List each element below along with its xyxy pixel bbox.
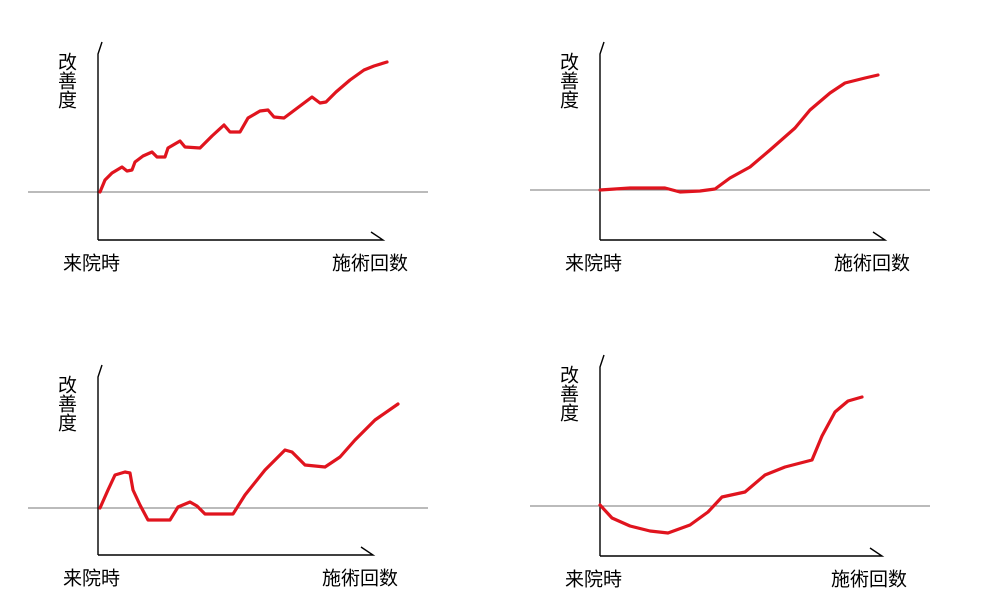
origin-label: 来院時 <box>565 253 622 275</box>
data-line <box>598 395 864 535</box>
x-axis <box>600 231 888 241</box>
origin-label: 来院時 <box>565 569 622 591</box>
data-line <box>598 73 880 194</box>
x-axis <box>98 546 376 556</box>
data-line <box>98 402 400 522</box>
x-axis-label: 施術回数 <box>834 253 910 275</box>
y-axis <box>97 41 103 240</box>
y-axis-label: 改善度 <box>55 52 77 109</box>
y-axis <box>599 41 605 240</box>
y-axis <box>599 354 605 556</box>
y-axis <box>97 364 103 555</box>
origin-label: 来院時 <box>63 253 120 275</box>
x-axis-label: 施術回数 <box>831 569 907 591</box>
origin-label: 来院時 <box>63 568 120 590</box>
y-axis-label: 改善度 <box>557 365 579 422</box>
data-line <box>98 60 389 194</box>
y-axis-label: 改善度 <box>557 52 579 109</box>
x-axis-label: 施術回数 <box>322 568 398 590</box>
x-axis <box>600 547 885 557</box>
x-axis <box>98 231 386 241</box>
x-axis-label: 施術回数 <box>332 253 408 275</box>
y-axis-label: 改善度 <box>55 375 77 432</box>
